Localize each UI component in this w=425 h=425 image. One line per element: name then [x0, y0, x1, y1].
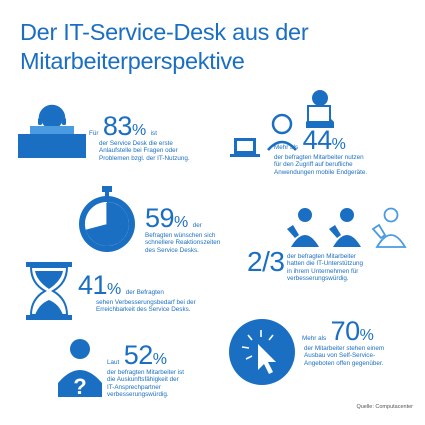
stat-83-pct: %: [131, 122, 147, 139]
question-person-icon: ?: [58, 339, 102, 397]
stat-23-line: hatten die IT-Unterstützung: [287, 260, 363, 268]
stat-44-line: der befragten Mitarbeiter nutzen: [274, 154, 364, 161]
stat-23-line: in ihrem Unternehmen für: [287, 267, 359, 275]
stat-59-line: des Service Desks.: [145, 246, 199, 254]
svg-text:?: ?: [73, 374, 86, 397]
stat-59-value: 59: [145, 203, 175, 233]
title-line-1: Der IT-Service-Desk aus der: [20, 19, 309, 45]
mobile-device-users-icon: [230, 90, 334, 157]
stat-52-line: die Auskunftsfähigkeit der: [107, 376, 179, 384]
stat-70-line: Angeboten offen gegenüber.: [304, 359, 384, 367]
source-credit: Quelle: Computacenter: [356, 404, 413, 410]
stat-70-line: Ausbau von Self-Service-: [304, 352, 376, 360]
stat-23-line: der befragten Mitarbeiter: [287, 253, 356, 260]
stat-41-text: 41% der Befragten sehen Verbesserungsbed…: [78, 272, 208, 314]
stat-41-pct: %: [107, 281, 122, 298]
stat-83-post: ist: [150, 130, 157, 137]
stat-41-line: sehen Verbesserungsbedarf bei der: [96, 299, 196, 306]
stopwatch-icon: [79, 186, 135, 252]
stat-52-pct: %: [152, 351, 167, 368]
support-technicians-icon: [287, 207, 407, 248]
stat-41-value: 41: [78, 270, 108, 300]
page-title: Der IT-Service-Desk aus der Mitarbeiterp…: [20, 18, 309, 76]
stat-44-line: Anwendungen mobile Endgeräte.: [274, 168, 368, 176]
service-desk-agent-icon: [18, 104, 86, 158]
stat-23-value: 2/3: [247, 246, 285, 277]
stat-52-line: IT-Ansprechpartner: [107, 383, 161, 391]
stat-59-line: Befragten wünschen sich: [145, 232, 216, 239]
stat-52-value: 52: [123, 340, 154, 370]
stat-44-pre: Mehr als: [274, 144, 299, 151]
stat-52-text: Laut 52% der befragten Mitarbeiter ist d…: [107, 342, 217, 399]
stat-70-pct: %: [359, 327, 374, 344]
stat-44-line: für den Zugriff auf berufliche: [274, 161, 353, 169]
stat-83-line: der Service Desk die erste: [99, 140, 173, 147]
hourglass-icon: [26, 262, 72, 320]
stat-59-post: der: [192, 222, 202, 229]
stat-83-line: Problemen bzgl. der IT-Nutzung.: [99, 154, 190, 162]
stat-44-pct: %: [331, 136, 346, 153]
stat-52-line: verbesserungswürdig.: [107, 391, 169, 399]
stat-59-pct: %: [174, 214, 189, 231]
title-line-2: Mitarbeiterperspektive: [20, 48, 245, 74]
stat-70-value: 70: [330, 316, 361, 346]
stat-44-text: Mehr als 44% der befragten Mitarbeiter n…: [274, 127, 414, 176]
stat-70-line: der Mitarbeiter stehen einem: [304, 345, 385, 352]
stat-83-pre: Für: [89, 130, 99, 137]
stat-83-line: Anlaufstelle bei Fragen oder: [99, 147, 178, 155]
stat-52-line: der befragten Mitarbeiter ist: [107, 369, 184, 376]
stat-70-pre: Mehr als: [302, 335, 327, 342]
stat-44-value: 44: [302, 125, 333, 155]
stat-23-line: verbesserungswürdig.: [287, 275, 349, 283]
stat-41-post: der Befragten: [125, 289, 164, 296]
stat-52-pre: Laut: [107, 359, 120, 366]
stat-70-text: Mehr als 70% der Mitarbeiter stehen eine…: [302, 318, 417, 367]
stat-59-line: schnellere Reaktionszeiten: [145, 239, 221, 247]
stat-59-text: 59% der Befragten wünschen sich schnelle…: [145, 205, 245, 254]
stat-83-value: 83: [102, 111, 133, 141]
stat-83-text: Für 83% ist der Service Desk die erste A…: [89, 113, 209, 162]
stat-41-line: Erreichbarkeit des Service Desks.: [96, 306, 191, 314]
cursor-click-icon: [229, 319, 295, 385]
